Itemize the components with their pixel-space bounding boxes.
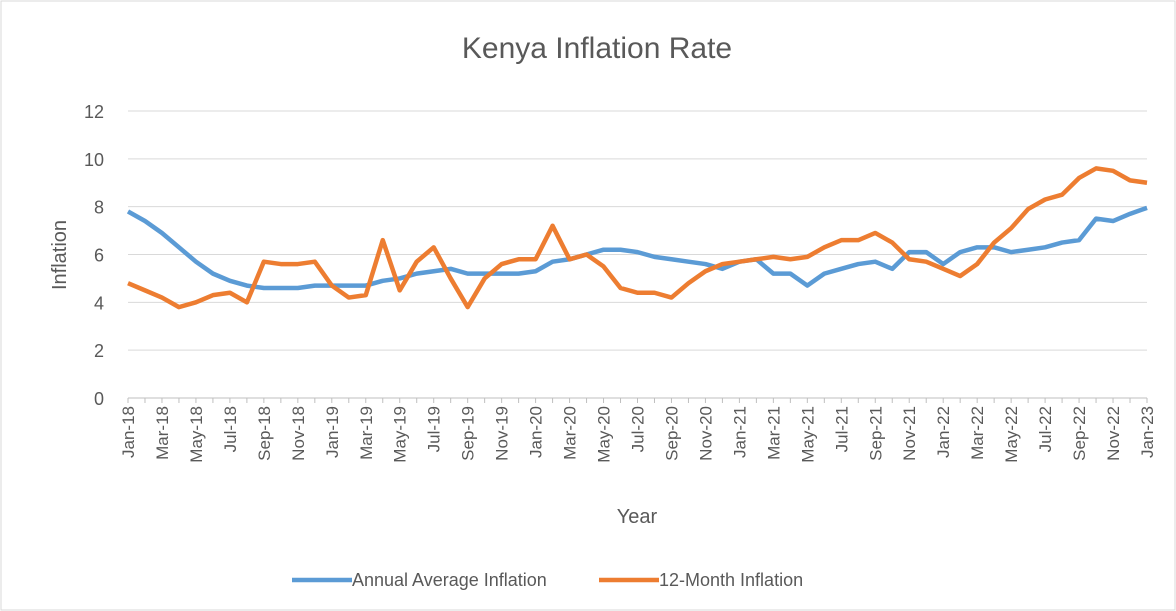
x-tick-label: Sep-22 <box>1070 406 1089 461</box>
x-tick-label: Jan-23 <box>1138 406 1157 458</box>
line-series <box>127 166 1148 310</box>
x-tick-label: Sep-18 <box>255 406 274 461</box>
x-tick-label: Jan-22 <box>934 406 953 458</box>
x-tick-label: Jul-19 <box>425 406 444 452</box>
x-tick-label: Nov-20 <box>696 406 715 461</box>
line-series <box>126 205 1148 291</box>
x-tick-label: Jan-21 <box>730 406 749 458</box>
x-tick-label: Sep-21 <box>866 406 885 461</box>
x-tick-label: May-20 <box>595 406 614 463</box>
x-tick-label: Jul-20 <box>629 406 648 452</box>
x-tick-label: May-19 <box>391 406 410 463</box>
y-tick-label: 10 <box>84 150 104 170</box>
legend-label: 12-Month Inflation <box>659 570 803 590</box>
x-tick-label: Jan-20 <box>527 406 546 458</box>
x-tick-label: Jul-22 <box>1036 406 1055 452</box>
x-tick-label: Mar-18 <box>153 406 172 460</box>
x-tick-label: Mar-20 <box>561 406 580 460</box>
x-tick-label: Nov-19 <box>493 406 512 461</box>
x-tick-label: May-21 <box>798 406 817 463</box>
y-tick-label: 2 <box>94 341 104 361</box>
x-tick-label: Nov-18 <box>289 406 308 461</box>
chart-title: Kenya Inflation Rate <box>462 32 732 65</box>
x-tick-label: May-22 <box>1002 406 1021 463</box>
x-tick-label: Nov-22 <box>1104 406 1123 461</box>
x-tick-label: Jul-21 <box>832 406 851 452</box>
x-tick-label: Jan-19 <box>323 406 342 458</box>
x-tick-label: Jan-18 <box>119 406 138 458</box>
x-tick-label: Mar-22 <box>968 406 987 460</box>
x-tick-label: Mar-19 <box>357 406 376 460</box>
y-tick-label: 8 <box>94 198 104 218</box>
x-tick-label: Nov-21 <box>900 406 919 461</box>
x-tick-label: Sep-20 <box>662 406 681 461</box>
y-tick-label: 6 <box>94 246 104 266</box>
y-tick-label: 4 <box>94 293 104 313</box>
legend-label: Annual Average Inflation <box>352 570 547 590</box>
y-axis-label: Inflation <box>49 220 71 290</box>
x-axis-label: Year <box>617 506 658 528</box>
x-tick-label: Mar-21 <box>764 406 783 460</box>
y-tick-label: 12 <box>84 102 104 122</box>
x-tick-label: May-18 <box>187 406 206 463</box>
x-tick-label: Sep-19 <box>459 406 478 461</box>
y-tick-label: 0 <box>94 389 104 409</box>
x-tick-label: Jul-18 <box>221 406 240 452</box>
